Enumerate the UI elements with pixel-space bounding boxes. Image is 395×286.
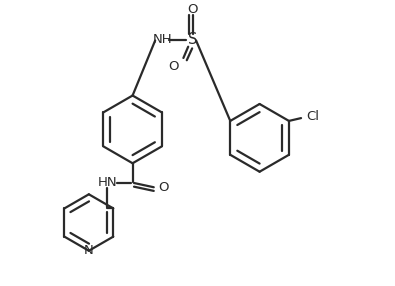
Text: Cl: Cl	[307, 110, 320, 123]
Text: HN: HN	[98, 176, 118, 189]
Text: O: O	[187, 3, 198, 16]
Text: O: O	[168, 60, 179, 73]
Text: S: S	[188, 32, 197, 47]
Text: NH: NH	[152, 33, 172, 46]
Text: O: O	[158, 181, 168, 194]
Text: N: N	[84, 244, 94, 257]
